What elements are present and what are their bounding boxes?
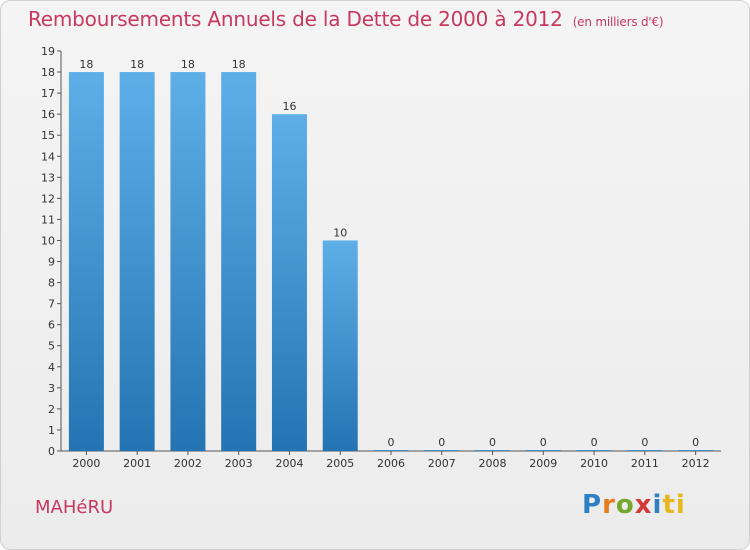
x-axis: 2000 2001 2002 2003 2004 2005 2006 2007 2008 2009… [61, 450, 721, 470]
bars [68, 72, 714, 451]
bar [576, 450, 612, 451]
data-label: 0 [438, 436, 445, 449]
data-label: 18 [79, 58, 93, 71]
y-tick-label: 2 [48, 403, 55, 416]
logo-letter: P [582, 490, 603, 520]
bar [119, 72, 155, 451]
x-tick-label: 2011 [631, 457, 659, 470]
y-tick-label: 19 [41, 45, 55, 58]
bar [627, 450, 663, 451]
logo-letter: ti [662, 490, 686, 520]
chart-title: Remboursements Annuels de la Dette de 20… [28, 7, 664, 31]
x-tick-label: 2006 [377, 457, 405, 470]
y-tick-label: 10 [41, 234, 55, 247]
logo-letter: x [634, 490, 653, 520]
y-tick-label: 7 [48, 298, 55, 311]
chart-title-text: Remboursements Annuels de la Dette de 20… [28, 7, 563, 31]
y-tick-label: 5 [48, 340, 55, 353]
data-label: 16 [282, 100, 296, 113]
chart-unit: (en milliers d'€) [572, 15, 664, 29]
y-tick-label: 0 [48, 445, 55, 458]
data-label: 0 [692, 436, 699, 449]
logo-letter: i [652, 490, 663, 520]
x-tick-label: 2007 [428, 457, 456, 470]
x-tick-label: 2012 [682, 457, 710, 470]
x-tick-label: 2004 [275, 457, 303, 470]
x-tick-label: 2002 [174, 457, 202, 470]
proxiti-logo: Proxiti [582, 490, 686, 520]
x-tick-label: 2005 [326, 457, 354, 470]
data-label: 0 [489, 436, 496, 449]
x-tick-label: 2009 [529, 457, 557, 470]
y-tick-label: 9 [48, 256, 55, 269]
y-tick-label: 14 [41, 150, 55, 163]
y-tick-label: 16 [41, 108, 55, 121]
y-tick-label: 12 [41, 192, 55, 205]
bar [170, 72, 206, 451]
bar [475, 450, 511, 451]
data-label: 10 [333, 226, 347, 239]
bar [525, 450, 561, 451]
x-tick-label: 2001 [123, 457, 151, 470]
data-label: 18 [232, 58, 246, 71]
y-tick-label: 3 [48, 382, 55, 395]
x-tick-label: 2003 [225, 457, 253, 470]
y-tick-label: 18 [41, 66, 55, 79]
bar [322, 240, 358, 451]
data-label: 0 [641, 436, 648, 449]
y-tick-label: 17 [41, 87, 55, 100]
x-tick-label: 2008 [479, 457, 507, 470]
x-tick-label: 2000 [72, 457, 100, 470]
bar [221, 72, 257, 451]
y-tick-label: 6 [48, 319, 55, 332]
y-tick-label: 4 [48, 361, 55, 374]
y-tick-label: 13 [41, 171, 55, 184]
data-label: 18 [130, 58, 144, 71]
data-label: 0 [388, 436, 395, 449]
y-tick-label: 15 [41, 129, 55, 142]
bar [373, 450, 409, 451]
logo-letter: o [615, 490, 635, 520]
data-label: 0 [591, 436, 598, 449]
y-tick-label: 1 [48, 424, 55, 437]
x-tick-label: 2010 [580, 457, 608, 470]
data-label: 18 [181, 58, 195, 71]
bar [424, 450, 460, 451]
bar [271, 114, 307, 451]
y-tick-label: 11 [41, 213, 55, 226]
y-tick-label: 8 [48, 277, 55, 290]
commune-name: MAHéRU [35, 497, 114, 518]
data-label: 0 [540, 436, 547, 449]
data-labels: 18 18 18 18 16 10 0 0 0 0 0 0 0 [79, 58, 699, 449]
bar [68, 72, 104, 451]
bar [678, 450, 714, 451]
logo-letter: r [602, 490, 616, 520]
